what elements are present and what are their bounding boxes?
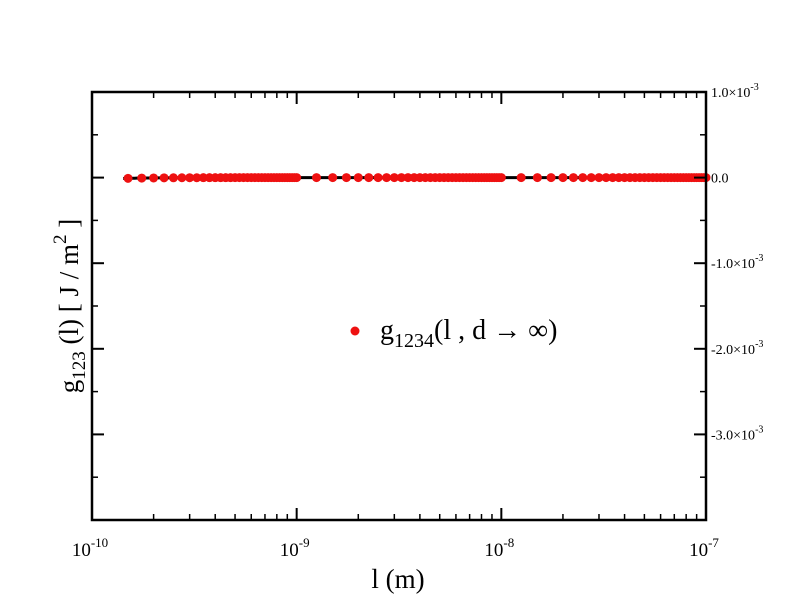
y-tick-label: -2.0×10-3	[711, 339, 763, 358]
legend: g1234(l , d → ∞)	[350, 315, 557, 352]
tick-labels-layer: 10-10 10-9 10-8 10-7 1.0×10-3 0.0 -1.0×10-3 -2.…	[72, 82, 764, 561]
x-axis-label: l (m)	[371, 564, 424, 594]
data-point	[149, 173, 159, 183]
ticks-layer	[91, 91, 707, 520]
data-point	[389, 173, 399, 183]
legend-label: g1234(l , d → ∞)	[380, 315, 557, 352]
data-point	[594, 173, 604, 183]
data-point	[532, 173, 542, 183]
plot-frame	[90, 90, 708, 522]
data-point	[364, 173, 374, 183]
data-point	[192, 173, 202, 183]
data-point	[353, 173, 363, 183]
data-point	[168, 173, 178, 183]
data-point	[328, 173, 338, 183]
data-point	[137, 173, 147, 183]
legend-marker	[350, 326, 360, 336]
data-point	[177, 173, 187, 183]
data-point	[292, 173, 302, 183]
y-tick-label: -3.0×10-3	[711, 424, 763, 443]
data-point	[546, 173, 556, 183]
data-point	[373, 173, 383, 183]
data-point	[382, 173, 392, 183]
data-point	[396, 173, 406, 183]
y-tick-label: 1.0×10-3	[711, 82, 759, 101]
data-point	[601, 173, 611, 183]
data-point	[578, 173, 588, 183]
data-point	[568, 173, 578, 183]
data-point	[558, 173, 568, 183]
data-point	[516, 173, 526, 183]
data-point	[123, 173, 133, 183]
y-tick-label: -1.0×10-3	[711, 253, 763, 272]
data-points-layer	[123, 173, 711, 183]
y-axis-label: g123 (l) [ J / m2 ]	[50, 219, 90, 394]
x-tick-label: 10-9	[280, 535, 310, 561]
data-point	[159, 173, 169, 183]
plot-frame-layer	[90, 90, 708, 522]
y-tick-label: 0.0	[711, 172, 729, 187]
data-point	[185, 173, 195, 183]
data-point	[496, 173, 506, 183]
x-tick-label: 10-7	[689, 535, 719, 561]
data-point	[586, 173, 596, 183]
data-point	[312, 173, 321, 183]
data-point	[341, 173, 351, 183]
x-tick-label: 10-10	[72, 535, 108, 561]
x-tick-label: 10-8	[484, 535, 514, 561]
